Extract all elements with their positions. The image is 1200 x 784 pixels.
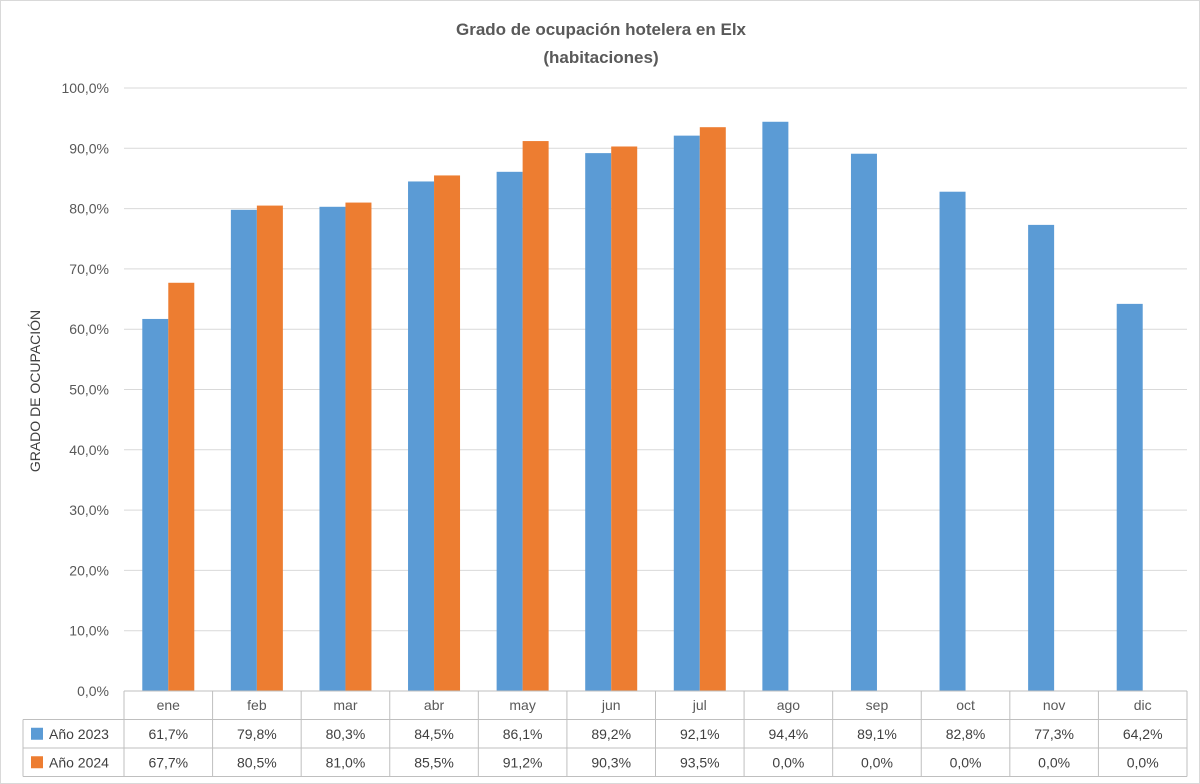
bar-año-2024-abr [434, 175, 461, 691]
y-tick-label: 0,0% [77, 683, 109, 699]
bar-año-2023-ene [142, 318, 169, 691]
bar-año-2023-sep [850, 153, 877, 692]
data-table-cell: 84,5% [414, 726, 454, 742]
bar-año-2024-feb [256, 205, 283, 691]
category-label: jun [601, 697, 621, 713]
y-tick-labels: 0,0% 10,0% 20,0% 30,0% 40,0% 50,0% 60,0% 70,0% 8… [62, 80, 109, 699]
y-tick-label: 80,0% [69, 201, 109, 217]
y-tick-label: 100,0% [62, 80, 109, 96]
data-table: ene feb mar abr may jun jul ago sep oct nov dic Año … [22, 690, 1188, 777]
category-label: feb [247, 697, 267, 713]
y-tick-label: 90,0% [69, 140, 109, 156]
category-label: jul [692, 697, 707, 713]
bar-año-2023-mar [319, 206, 346, 691]
data-table-cell: 80,3% [326, 726, 366, 742]
category-label: mar [333, 697, 357, 713]
legend-key-1 [31, 727, 43, 740]
data-table-cell: 67,7% [148, 754, 188, 770]
data-table-cell: 77,3% [1034, 726, 1074, 742]
data-table-cell: 0,0% [950, 754, 982, 770]
data-table-cell: 92,1% [680, 726, 720, 742]
data-table-cell: 86,1% [503, 726, 543, 742]
legend-label: Año 2023 [49, 726, 109, 742]
y-tick-label: 30,0% [69, 502, 109, 518]
data-table-cell: 79,8% [237, 726, 277, 742]
y-tick-label: 20,0% [69, 562, 109, 578]
bars [142, 121, 1143, 692]
category-label: nov [1043, 697, 1066, 713]
data-table-cell: 0,0% [861, 754, 893, 770]
y-axis-label: GRADO DE OCUPACIÓN [27, 310, 43, 472]
legend-key-2 [31, 756, 43, 769]
y-tick-label: 60,0% [69, 321, 109, 337]
data-table-cell: 90,3% [591, 754, 631, 770]
data-table-cell: 0,0% [1127, 754, 1159, 770]
data-table-cell: 80,5% [237, 754, 277, 770]
data-table-cell: 0,0% [1038, 754, 1070, 770]
y-tick-label: 70,0% [69, 261, 109, 277]
bar-año-2024-ene [168, 282, 195, 691]
bar-año-2023-jul [673, 135, 700, 692]
chart-title-line1: Grado de ocupación hotelera en Elx [456, 20, 747, 39]
data-table-cell: 94,4% [769, 726, 809, 742]
data-table-cell: 91,2% [503, 754, 543, 770]
data-table-cell: 89,2% [591, 726, 631, 742]
bar-año-2023-feb [230, 209, 257, 691]
data-table-cell: 85,5% [414, 754, 454, 770]
category-label: oct [956, 697, 975, 713]
bar-año-2024-may [522, 141, 549, 692]
category-label: ago [777, 697, 801, 713]
legend-label: Año 2024 [49, 754, 109, 770]
y-tick-label: 50,0% [69, 382, 109, 398]
bar-año-2023-ago [762, 121, 789, 691]
data-table-cell: 93,5% [680, 754, 720, 770]
category-label: ene [157, 697, 181, 713]
y-tick-label: 10,0% [69, 623, 109, 639]
category-label: dic [1134, 697, 1152, 713]
data-table-cell: 0,0% [772, 754, 804, 770]
y-tick-label: 40,0% [69, 442, 109, 458]
bar-año-2023-oct [939, 191, 966, 691]
bar-año-2023-nov [1028, 224, 1055, 692]
bar-año-2024-jun [611, 146, 638, 692]
bar-año-2023-abr [408, 181, 435, 691]
bar-año-2024-jul [699, 127, 726, 691]
bar-año-2024-mar [345, 202, 372, 691]
gridlines [124, 87, 1187, 632]
category-label: may [509, 697, 535, 713]
bar-año-2023-dic [1116, 303, 1143, 691]
data-table-cell: 82,8% [946, 726, 986, 742]
data-table-cell: 64,2% [1123, 726, 1163, 742]
category-label: sep [866, 697, 889, 713]
data-table-cell: 89,1% [857, 726, 897, 742]
data-table-cell: 81,0% [326, 754, 366, 770]
bar-año-2023-jun [585, 153, 612, 691]
chart-title-line2: (habitaciones) [543, 48, 658, 67]
bar-año-2023-may [496, 171, 523, 691]
category-label: abr [424, 697, 445, 713]
data-table-cell: 61,7% [148, 726, 188, 742]
